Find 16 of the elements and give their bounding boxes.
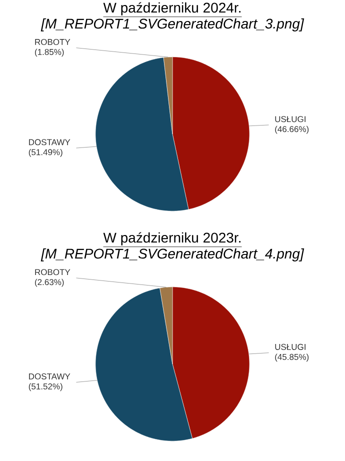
data-label: (45.85%): [275, 354, 309, 362]
slice-label: ROBOTY: [35, 38, 70, 45]
chart-title: W październiku 2024r.: [103, 2, 240, 16]
slice-label: DOSTAWY: [29, 139, 70, 146]
data-label: (51.52%): [28, 383, 62, 392]
slice-label: USŁUGI: [275, 344, 306, 350]
chart-subtitle: [M_REPORT1_SVGeneratedChart_4.png]: [40, 248, 304, 262]
chart-title: W październiku 2023r.: [103, 232, 240, 246]
slice-label: DOSTAWY: [29, 373, 70, 380]
slice-label: ROBOTY: [35, 269, 70, 276]
data-label: (2.63%): [35, 278, 64, 287]
data-label: (51.49%): [28, 148, 62, 157]
data-label: (1.85%): [35, 48, 64, 57]
data-label: (46.66%): [275, 126, 309, 134]
chart-subtitle: [M_REPORT1_SVGeneratedChart_3.png]: [40, 18, 304, 32]
slice-label: USŁUGI: [275, 116, 306, 122]
